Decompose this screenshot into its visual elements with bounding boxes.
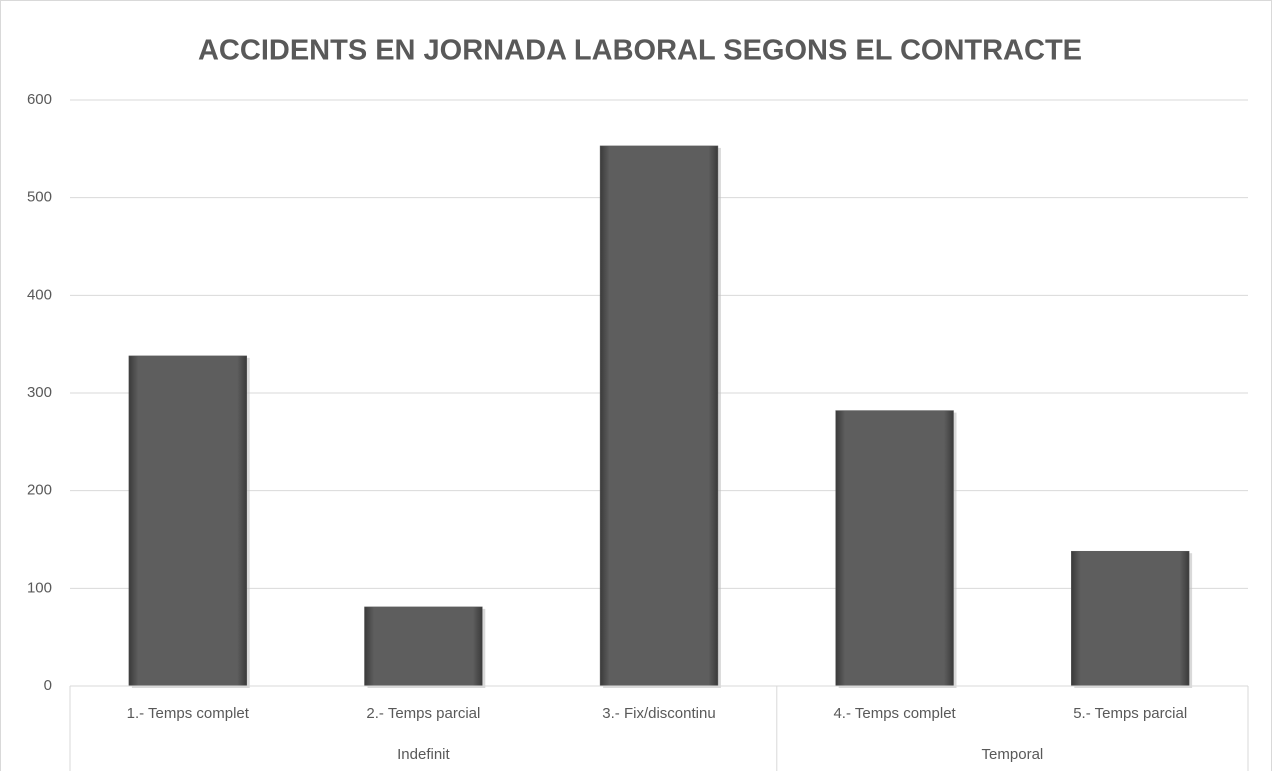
x-tick-label: 4.- Temps complet bbox=[833, 705, 956, 722]
x-tick-label: 5.- Temps parcial bbox=[1073, 705, 1187, 722]
y-tick-label: 400 bbox=[27, 286, 52, 303]
x-tick-label: 3.- Fix/discontinu bbox=[602, 705, 715, 722]
y-tick-label: 600 bbox=[27, 91, 52, 108]
group-label: Indefinit bbox=[397, 746, 450, 763]
bar bbox=[599, 145, 719, 687]
bar bbox=[1071, 550, 1190, 687]
bar bbox=[835, 410, 954, 687]
y-tick-label: 200 bbox=[27, 482, 52, 499]
bar bbox=[128, 355, 247, 687]
y-tick-label: 300 bbox=[27, 384, 52, 401]
chart-title: ACCIDENTS EN JORNADA LABORAL SEGONS EL C… bbox=[198, 35, 1082, 67]
bar bbox=[364, 606, 483, 687]
x-tick-label: 2.- Temps parcial bbox=[366, 705, 480, 722]
x-tick-label: 1.- Temps complet bbox=[127, 705, 250, 722]
y-tick-label: 100 bbox=[27, 579, 52, 596]
y-tick-label: 500 bbox=[27, 189, 52, 206]
group-label: Temporal bbox=[982, 746, 1044, 763]
y-tick-label: 0 bbox=[44, 677, 52, 694]
